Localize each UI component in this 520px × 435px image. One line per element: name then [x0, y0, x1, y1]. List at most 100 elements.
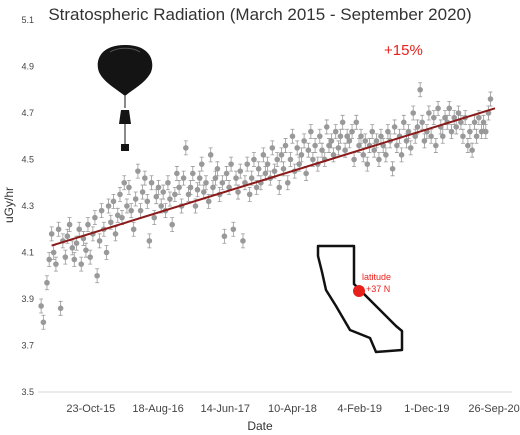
data-point	[389, 161, 396, 177]
data-point	[189, 166, 196, 181]
data-point	[251, 152, 257, 167]
data-point	[180, 170, 187, 186]
data-point	[358, 128, 364, 144]
data-point	[144, 193, 151, 209]
data-point	[198, 156, 205, 172]
data-point	[165, 175, 171, 191]
location-marker	[353, 285, 365, 297]
y-tick-label: 4.3	[21, 201, 34, 211]
data-point	[298, 147, 305, 163]
data-point	[66, 217, 73, 232]
data-point	[135, 163, 141, 179]
data-point	[172, 186, 178, 202]
data-point	[460, 128, 466, 144]
data-point	[237, 163, 244, 179]
data-point	[53, 256, 59, 272]
data-point	[385, 124, 391, 139]
data-point	[55, 221, 62, 237]
data-point	[467, 124, 473, 139]
data-point	[276, 180, 283, 195]
data-point	[119, 210, 125, 226]
data-point	[294, 140, 300, 156]
y-axis-label: uGy/hr	[2, 187, 16, 223]
data-point	[130, 221, 137, 237]
y-tick-label: 3.9	[21, 294, 34, 304]
chart-title: Stratospheric Radiation (March 2015 - Se…	[48, 5, 471, 24]
data-point	[305, 142, 312, 158]
data-point	[235, 184, 241, 200]
data-point	[323, 119, 330, 135]
x-axis-label: Date	[247, 419, 273, 433]
data-point	[308, 124, 314, 139]
data-point	[148, 175, 155, 191]
data-point	[92, 210, 98, 226]
data-point	[167, 191, 173, 207]
data-point	[458, 114, 464, 130]
x-tick-label: 4-Feb-19	[337, 403, 382, 415]
data-point	[364, 156, 371, 172]
data-point	[160, 184, 167, 200]
data-point	[433, 138, 439, 153]
data-point	[96, 233, 103, 249]
data-point	[187, 180, 194, 195]
data-point	[121, 175, 128, 191]
data-point	[401, 114, 407, 130]
data-point	[132, 191, 139, 207]
data-point	[255, 161, 262, 177]
data-point	[183, 140, 189, 156]
data-point	[230, 221, 237, 237]
data-point	[146, 233, 153, 249]
data-point	[85, 217, 91, 232]
data-point	[139, 184, 146, 200]
data-point	[38, 298, 44, 314]
data-point	[394, 138, 400, 153]
data-point	[40, 314, 47, 330]
data-point	[407, 140, 414, 156]
data-point	[203, 175, 209, 191]
data-point	[376, 152, 382, 167]
data-point	[242, 175, 248, 191]
data-point	[69, 240, 76, 256]
y-tick-label: 4.9	[21, 62, 34, 72]
data-point	[105, 198, 112, 214]
data-point	[269, 140, 276, 156]
data-point	[369, 124, 376, 139]
data-point	[282, 138, 289, 153]
data-point	[310, 152, 316, 167]
data-point	[332, 124, 339, 139]
x-tick-label: 10-Apr-18	[268, 403, 317, 415]
data-point	[317, 128, 323, 144]
data-point	[137, 203, 144, 219]
data-point	[233, 170, 239, 186]
data-point	[98, 203, 105, 219]
data-point	[117, 186, 123, 202]
data-point	[349, 124, 355, 139]
data-point	[328, 133, 335, 149]
data-point	[57, 300, 64, 316]
data-point	[221, 228, 228, 244]
data-point	[280, 161, 287, 177]
data-point	[431, 110, 437, 126]
data-point	[391, 119, 398, 135]
data-point	[124, 198, 130, 214]
data-point	[398, 147, 405, 163]
data-point	[378, 128, 384, 144]
data-point	[480, 114, 487, 130]
data-point	[339, 114, 346, 130]
data-point	[412, 128, 419, 144]
x-tick-label: 1-Dec-19	[404, 403, 449, 415]
data-point	[142, 170, 148, 186]
x-tick-label: 18-Aug-16	[132, 403, 183, 415]
data-point	[228, 156, 234, 172]
data-point	[223, 166, 230, 181]
data-point	[469, 142, 475, 158]
california-map-illustration: latitude +37 N	[316, 244, 404, 354]
data-point	[319, 142, 325, 158]
latitude-label: latitude	[362, 272, 391, 282]
data-point	[284, 175, 291, 191]
y-tick-label: 4.7	[21, 108, 34, 118]
x-tick-label: 26-Sep-20	[468, 403, 519, 415]
data-point	[246, 186, 253, 202]
data-point	[112, 226, 119, 242]
